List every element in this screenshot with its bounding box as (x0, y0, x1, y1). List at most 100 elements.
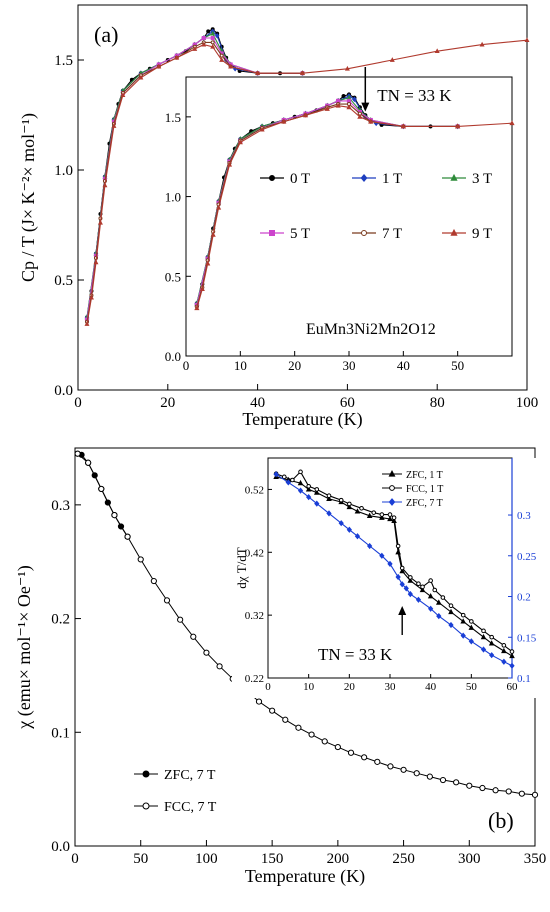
inset-b-series-point (395, 543, 401, 549)
inset-b-series-point (371, 510, 377, 515)
tn-arrowhead-a (361, 102, 370, 112)
inset-b-y2-tick-label: 0.2 (517, 592, 531, 604)
series-b-point (282, 716, 289, 723)
inset-b-series-point (347, 501, 352, 507)
series-a-point (102, 182, 108, 188)
main-a-x-tick-label: 0 (74, 395, 82, 411)
inset-b-y2-tick-label: 0.25 (517, 551, 537, 563)
inset-a-series-line (196, 105, 513, 309)
series-a-point (97, 219, 103, 225)
legend-b-marker (142, 802, 150, 810)
inset-b-series-point (298, 469, 303, 475)
inset-a-series-point (205, 260, 211, 266)
inset-a-series-point (509, 120, 515, 126)
inset-b-series-point (399, 565, 405, 571)
legend-a-label: 5 T (290, 226, 310, 242)
inset-b-series-point (435, 599, 442, 605)
inset-b-series-point (428, 605, 434, 612)
inset-b-series-point (306, 493, 312, 501)
main-a-x-tick-label: 60 (340, 395, 355, 411)
series-a-point (389, 57, 395, 62)
series-b-point (400, 766, 407, 773)
inset-a-series-point (455, 123, 461, 129)
inset-b-series-point (428, 578, 433, 583)
series-b-point (124, 533, 131, 540)
main-b-x-tick-label: 150 (261, 851, 284, 867)
inset-b-series-point (427, 593, 434, 599)
inset-a-y-tick-label: 0.0 (165, 349, 181, 364)
inset-b-y-tick-label: 0.52 (245, 484, 264, 496)
inset-a-series-point (226, 161, 233, 167)
series-b-point (203, 649, 210, 656)
inset-b-y-label: dχ T/dT (234, 547, 249, 589)
inset-b-legend-marker (388, 498, 396, 506)
inset-b-series-point (346, 503, 353, 510)
legend-a-marker (360, 173, 368, 183)
inset-a-series-point (210, 231, 216, 237)
series-a-point (214, 33, 220, 39)
inset-b-series-point (501, 658, 507, 665)
tn-annotation-b: TN = 33 K (318, 645, 393, 664)
inset-b-series-point (419, 586, 426, 593)
panel-label-b: (b) (488, 808, 514, 833)
series-a-point (524, 37, 530, 43)
inset-b-series-point (297, 479, 304, 486)
series-a-point (210, 36, 215, 40)
inset-a-series-point (302, 112, 309, 118)
inset-b-y-tick-label: 0.42 (245, 547, 264, 559)
inset-b-series-point (305, 486, 312, 492)
inset-b-series-point (326, 493, 332, 499)
series-b-point (190, 633, 197, 640)
inset-b-series-point (273, 471, 279, 478)
inset-a-y-tick-label: 1.5 (165, 110, 181, 125)
inset-a-x-tick-label: 10 (234, 358, 247, 373)
main-b-x-tick-label: 0 (71, 851, 79, 867)
series-b-point (387, 763, 394, 770)
series-b-point (479, 784, 486, 792)
series-b-point (518, 790, 525, 797)
inset-b-series-point (408, 575, 413, 580)
x-axis-label-b: Temperature (K) (245, 866, 365, 887)
main-a-y-tick-label: 0.5 (54, 273, 73, 289)
inset-b-series-point (407, 577, 414, 583)
inset-b-series-point (281, 474, 287, 480)
inset-a-series-point (281, 118, 287, 124)
inset-b-series-point (488, 640, 495, 646)
inset-b-series-point (469, 619, 474, 624)
series-b-point (505, 788, 512, 795)
inset-a-series-point (237, 139, 243, 145)
legend-a-label: 9 T (472, 226, 492, 242)
y-axis-label-b: χ (emu× mol⁻¹× Oe⁻¹) (14, 565, 35, 730)
series-b-point (347, 749, 355, 756)
inset-a-x-tick-label: 40 (397, 358, 410, 373)
inset-b-series-point (403, 585, 409, 592)
legend-a-marker (450, 228, 458, 236)
inset-b-series-point (407, 590, 413, 598)
legend-a-marker (361, 230, 367, 236)
legend-a-label: 1 T (382, 171, 402, 187)
inset-b-series-point (326, 510, 332, 517)
inset-b-series-point (387, 560, 393, 568)
inset-b-series-point (399, 581, 405, 588)
legend-b-label: FCC, 7 T (164, 800, 217, 815)
series-a-point (156, 63, 162, 69)
inset-b-series-point (460, 618, 467, 624)
inset-b-series-point (387, 515, 393, 522)
main-b-x-tick-label: 250 (392, 851, 415, 867)
inset-b-x-tick-label: 50 (466, 681, 478, 693)
series-a-point (219, 57, 225, 62)
inset-a-series-point (324, 105, 330, 111)
main-a-x-tick-label: 80 (430, 395, 445, 411)
inset-b-series-point (489, 634, 494, 640)
inset-a-series-point (199, 286, 205, 291)
series-b-point (531, 791, 539, 798)
y-axis-label-a: Cp / T (J× K⁻²× mol⁻¹) (18, 113, 39, 282)
inset-b-x-tick-label: 0 (265, 681, 271, 693)
inset-b-y2-tick-label: 0.1 (517, 673, 531, 685)
inset-b-series-point (436, 612, 442, 620)
inset-b-series-point (354, 533, 361, 540)
series-a-point (174, 54, 180, 60)
inset-b-series-point (460, 632, 466, 639)
inset-b-series-point (509, 652, 515, 659)
